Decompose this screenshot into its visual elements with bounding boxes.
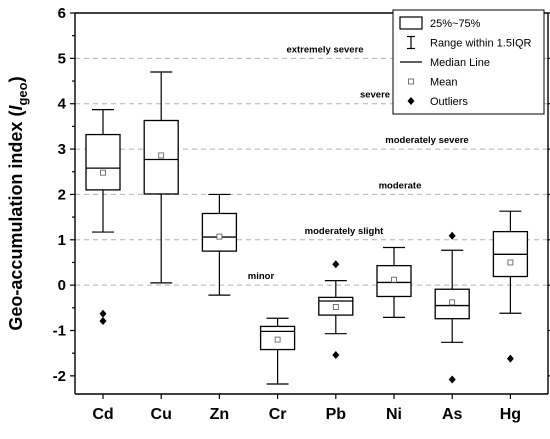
y-tick-label: 2 [58, 186, 66, 203]
y-tick-label: -1 [53, 323, 66, 340]
mean-marker [391, 276, 397, 283]
legend-label: Mean [430, 77, 458, 89]
reference-line-label: extremely severe [286, 44, 363, 55]
x-tick-label: Zn [210, 406, 230, 423]
legend-diamond-symbol [407, 97, 415, 105]
legend-item: Outliers [407, 96, 468, 108]
mean-marker [158, 152, 165, 159]
outlier-point [332, 350, 340, 359]
iqr-box [85, 133, 121, 191]
mean-marker [216, 233, 223, 240]
legend-item: Median Line [400, 57, 490, 69]
reference-line-label: moderate [379, 180, 422, 191]
x-tick-label: Ni [386, 406, 402, 423]
x-tick-label: As [442, 406, 463, 423]
legend-label: Outliers [430, 96, 468, 108]
reference-line-label: moderately severe [385, 135, 468, 146]
legend-label: Range within 1.5IQR [430, 38, 532, 50]
axes: -2 -1 0 1 2 3 4 5 6 Cd Cu Zn Cr Pb Ni As Hg [53, 5, 550, 423]
iqr-box [201, 212, 238, 252]
legend-label: 25%~75% [430, 18, 481, 30]
mean-marker [332, 304, 339, 310]
box-Cr [259, 317, 296, 385]
mean-marker [100, 169, 106, 176]
x-tick-label: Cd [92, 406, 113, 423]
y-axis-title: Geo-accumulation index (Igeo) [6, 76, 30, 330]
x-tick-label: Cu [151, 406, 172, 423]
legend-item: Mean [408, 77, 458, 89]
box-Zn [201, 193, 238, 296]
y-tick-label: 6 [58, 5, 66, 22]
mean-marker [449, 299, 456, 306]
box-Ni [376, 246, 412, 318]
y-tick-label: 1 [58, 232, 66, 249]
y-tick-label: 3 [58, 141, 66, 158]
outlier-point [506, 354, 514, 363]
legend-label: Median Line [430, 57, 490, 69]
box-Cu [143, 71, 179, 284]
reference-lines: extremely severe severe moderately severe m… [75, 44, 548, 286]
reference-line-label: moderately slight [305, 226, 384, 237]
y-tick-label: -2 [53, 368, 66, 385]
outlier-point [448, 375, 456, 384]
y-tick-label: 0 [58, 277, 66, 294]
mean-marker [274, 336, 281, 343]
outlier-point [332, 260, 340, 269]
outlier-point [448, 231, 456, 240]
box-As [434, 231, 470, 384]
reference-line-label: minor [248, 271, 275, 282]
y-tick-label: 4 [58, 96, 67, 113]
x-tick-label: Pb [326, 406, 347, 423]
legend-box-symbol [399, 16, 423, 30]
reference-line-label: severe [360, 90, 390, 101]
legend-square-symbol [408, 78, 414, 85]
y-tick-label: 5 [58, 50, 66, 67]
box-Cd [85, 109, 121, 325]
legend: 25%~75% Range within 1.5IQR Median Line Mea… [392, 9, 545, 115]
box-Hg [492, 210, 529, 363]
x-tick-label: Cr [269, 406, 287, 423]
outlier-point [99, 309, 107, 318]
x-tick-label: Hg [500, 406, 521, 423]
boxes [85, 71, 529, 385]
outlier-point [99, 316, 107, 325]
legend-item: Range within 1.5IQR [407, 35, 532, 50]
legend-item: 25%~75% [399, 16, 481, 30]
box-Pb [318, 260, 354, 359]
mean-marker [507, 259, 514, 266]
